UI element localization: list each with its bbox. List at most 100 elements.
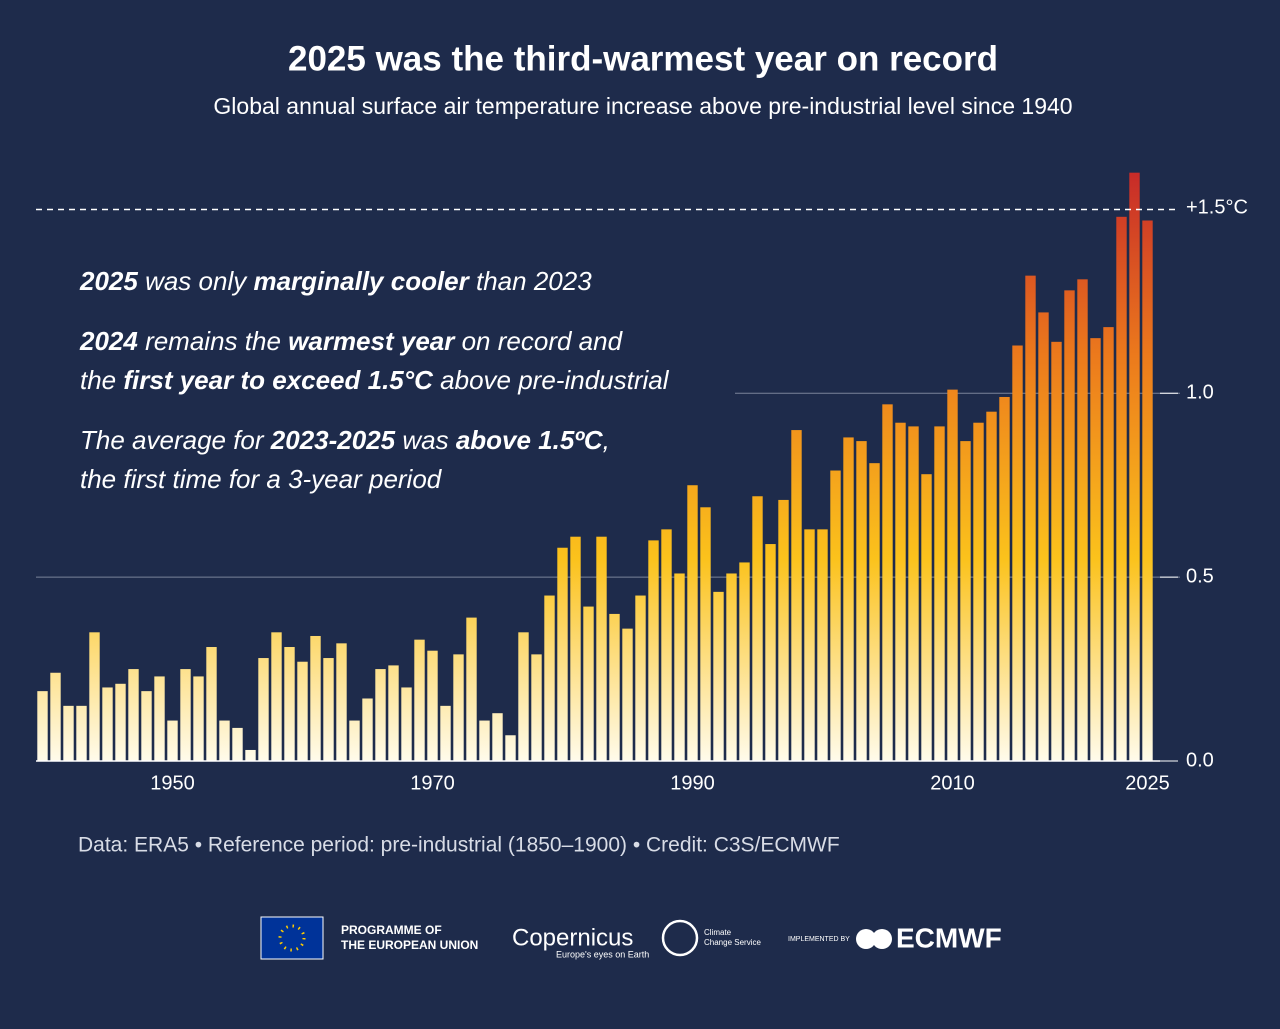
eu-text: THE EUROPEAN UNION [341, 938, 478, 952]
bar [804, 529, 815, 761]
bar [960, 441, 971, 761]
bar [713, 591, 724, 761]
annotation-segment: 2025 [79, 266, 138, 296]
annotation-segment: first year to exceed 1.5°C [123, 365, 434, 395]
bar [492, 713, 503, 761]
bar [1077, 279, 1088, 761]
annotation: The average for 2023-2025 was above 1.5º… [80, 425, 610, 455]
annotation-segment: , [603, 425, 610, 455]
annotation-segment: above 1.5ºC [456, 425, 604, 455]
bar [1038, 312, 1049, 761]
bar [453, 654, 464, 761]
bar [1012, 345, 1023, 761]
bar [635, 595, 646, 761]
annotation-segment: the first time for a 3-year period [80, 464, 443, 494]
bar [440, 705, 451, 761]
bar [817, 529, 828, 761]
bar [622, 628, 633, 761]
implemented-by: IMPLEMENTED BY [788, 936, 850, 943]
bar [609, 613, 620, 761]
bar [869, 463, 880, 761]
bar [375, 669, 386, 761]
bar [284, 647, 295, 761]
bar [700, 507, 711, 761]
bar [323, 658, 334, 761]
bar [739, 562, 750, 761]
bar [349, 720, 360, 761]
ecmwf-mark [872, 929, 892, 949]
bar [115, 683, 126, 761]
annotation-segment: on record and [454, 326, 623, 356]
bar [466, 617, 477, 761]
x-tick-label: 2025 [1125, 772, 1170, 794]
bar [258, 658, 269, 761]
chart-title: 2025 was the third-warmest year on recor… [288, 39, 998, 78]
bar [102, 687, 113, 761]
bar [505, 735, 516, 761]
chart-subtitle: Global annual surface air temperature in… [213, 93, 1072, 119]
bar [518, 632, 529, 761]
bar [1090, 338, 1101, 761]
climate-logo [661, 919, 699, 957]
bar [180, 669, 191, 761]
climate-text: Climate [704, 928, 732, 937]
bar [843, 437, 854, 761]
bar [895, 422, 906, 761]
bar [986, 411, 997, 761]
bar [973, 422, 984, 761]
bar [167, 720, 178, 761]
bar [1025, 275, 1036, 761]
bar [219, 720, 230, 761]
source: Data: ERA5 • Reference period: pre-indus… [78, 834, 840, 857]
bar [752, 496, 763, 761]
bar [1051, 341, 1062, 761]
bar [674, 573, 685, 761]
bar [297, 661, 308, 761]
bar [544, 595, 555, 761]
bar [557, 547, 568, 761]
bar [141, 691, 152, 761]
eu-stars [278, 924, 306, 952]
bar [206, 647, 217, 761]
bar [154, 676, 165, 761]
bar [414, 639, 425, 761]
x-tick-label: 2010 [930, 772, 975, 794]
y-tick-label: 1.0 [1186, 382, 1214, 404]
annotation-segment: 2023-2025 [270, 425, 396, 455]
ecmwf-mark [856, 929, 876, 949]
bar [583, 606, 594, 761]
copernicus-logo: Copernicus [512, 924, 633, 951]
annotation: the first time for a 3-year period [80, 464, 443, 494]
bar [193, 676, 204, 761]
copernicus-tagline: Europe's eyes on Earth [556, 949, 649, 959]
annotation: 2025 was only marginally cooler than 202… [79, 266, 592, 296]
bar [271, 632, 282, 761]
bar [661, 529, 672, 761]
bar [1064, 290, 1075, 761]
bar [687, 485, 698, 761]
x-tick-label: 1970 [410, 772, 455, 794]
bar [76, 705, 87, 761]
bar [531, 654, 542, 761]
annotation-segment: than 2023 [469, 266, 592, 296]
annotation-segment: marginally cooler [253, 266, 470, 296]
bar [1103, 327, 1114, 761]
bar [1129, 172, 1140, 762]
bar [934, 426, 945, 761]
bar [1142, 220, 1153, 761]
annotation-segment: 2024 [79, 326, 138, 356]
eu-flag [260, 916, 324, 960]
bar [570, 536, 581, 761]
bar [882, 404, 893, 761]
bar [37, 691, 48, 761]
reference-label: +1.5°C [1186, 197, 1248, 219]
bar [765, 544, 776, 761]
logos: PROGRAMME OF THE EUROPEAN UNION Copernic… [260, 916, 1002, 960]
bar [336, 643, 347, 761]
annotation-segment: above pre-industrial [433, 365, 670, 395]
annotation-segment: warmest year [288, 326, 456, 356]
bar [401, 687, 412, 761]
